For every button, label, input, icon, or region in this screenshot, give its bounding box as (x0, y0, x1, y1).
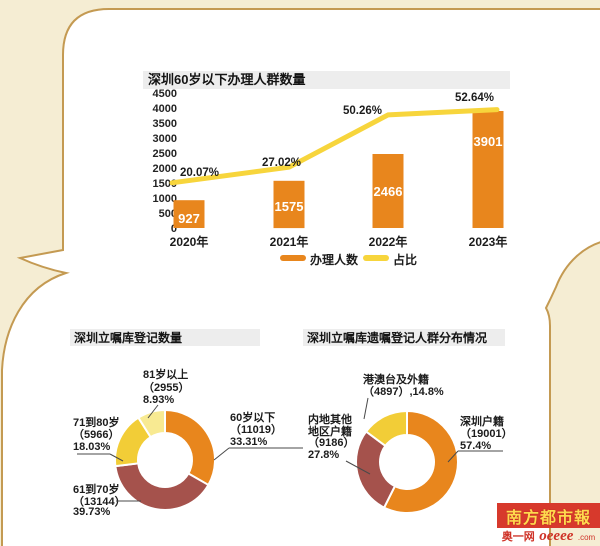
donut-right-title: 深圳立嘱库遗嘱登记人群分布情况 (307, 330, 487, 345)
leader-line (213, 447, 230, 461)
legend-label-bar: 办理人数 (310, 252, 359, 267)
segment-港澳台及外籍 (364, 409, 408, 448)
segment-label: （2955） (143, 381, 189, 394)
x-axis-label: 2021年 (270, 234, 309, 249)
donut-left-chart: 深圳立嘱库登记数量 60岁以下（11019）33.31% 61到70岁（13144… (70, 329, 303, 518)
segment-label: 港澳台及外籍 (363, 372, 429, 386)
segment-label: 8.93% (143, 394, 174, 406)
bar-value-label: 927 (178, 211, 200, 226)
segment-深圳户籍 (382, 409, 459, 514)
y-axis-tick: 2500 (153, 148, 177, 160)
leader-line (363, 397, 369, 420)
logo-box: 南方都市報 (497, 503, 600, 528)
leader-line (345, 460, 371, 475)
y-axis-tick: 3500 (153, 118, 177, 130)
leader-line (147, 404, 159, 419)
combo-chart: 深圳60岁以下办理人群数量 4500 4000 3500 3000 2500 2000 15… (143, 71, 510, 267)
y-axis-tick: 4000 (153, 103, 177, 115)
segment-label: （4897）,14.8% (363, 385, 444, 398)
bar-2023年 (472, 111, 504, 228)
y-axis-tick: 500 (159, 208, 177, 220)
y-axis-tick: 1000 (153, 193, 177, 205)
pct-label: 20.07% (180, 167, 219, 179)
donut-left-title: 深圳立嘱库登记数量 (74, 330, 182, 345)
x-axis-label: 2022年 (369, 234, 408, 249)
segment-81岁以上 (137, 408, 166, 439)
combo-chart-plot: 4500400035003000250020001500100050009271… (153, 88, 508, 267)
chart-title-strip (143, 71, 510, 89)
y-axis-tick: 2000 (153, 163, 177, 175)
speech-bubble-panel (1, 8, 600, 546)
segment-label: 深圳户籍 (460, 414, 504, 428)
segment-label: （19001） (460, 427, 513, 440)
y-axis-tick: 3000 (153, 133, 177, 145)
logo-brand: oeeee (539, 528, 574, 544)
segment-label: 27.8% (308, 449, 339, 461)
segment-label: （11019） (230, 423, 282, 436)
pct-label: 50.26% (343, 105, 382, 117)
bar-value-label: 2466 (374, 184, 403, 199)
donut-right-title-strip (303, 329, 505, 346)
segment-label: 内地其他 (308, 412, 352, 426)
bar-value-label: 1575 (275, 199, 304, 214)
donut-right-chart: 深圳立嘱库遗嘱登记人群分布情况 深圳户籍（19001）57.4% 内地其他地区户籍… (303, 329, 513, 514)
segment-label: （9186） (308, 436, 354, 449)
leader-line (109, 453, 124, 462)
bar-value-label: 3901 (474, 134, 503, 149)
segment-label: 33.31% (230, 436, 268, 448)
segment-label: 57.4% (460, 440, 491, 452)
bar-2020年 (173, 200, 205, 228)
pct-line (169, 107, 500, 186)
donut-left-title-strip (70, 329, 260, 346)
segment-label: 71到80岁 (73, 415, 119, 429)
logo-domain: .com (577, 533, 596, 542)
newspaper-logo: 南方都市報 奥一网 oeeee .com (497, 503, 600, 545)
legend-swatch-line (363, 255, 389, 261)
logo-subline: 奥一网 oeeee .com (497, 529, 600, 545)
y-axis-tick: 4500 (153, 88, 177, 100)
x-axis-label: 2023年 (469, 234, 508, 249)
segment-label: （5966） (73, 428, 119, 441)
y-axis-tick: 0 (171, 223, 177, 235)
bar-2022年 (372, 154, 404, 228)
pct-label: 52.64% (455, 92, 494, 104)
combo-chart-title: 深圳60岁以下办理人群数量 (148, 72, 305, 87)
segment-label: 81岁以上 (143, 367, 188, 381)
legend-swatch-bar (280, 255, 306, 261)
segment-61到70岁 (114, 462, 210, 511)
pct-label: 27.02% (262, 157, 301, 169)
x-axis-label: 2020年 (170, 234, 209, 249)
segment-label: 地区户籍 (308, 424, 352, 438)
logo-paper-name: 南方都市報 (505, 509, 591, 527)
segment-label: 39.73% (73, 506, 111, 518)
segment-label: 61到70岁 (73, 482, 119, 496)
logo-site-name: 奥一网 (501, 531, 535, 543)
segment-label: 60岁以下 (230, 410, 275, 424)
donut-left-plot: 60岁以下（11019）33.31% 61到70岁（13144）39.73% 71到… (73, 367, 303, 518)
legend-label-line: 占比 (393, 252, 417, 267)
leader-line (447, 450, 459, 463)
segment-label: 18.03% (73, 441, 111, 453)
bar-2021年 (273, 180, 305, 229)
segment-label: （13144） (73, 495, 126, 508)
